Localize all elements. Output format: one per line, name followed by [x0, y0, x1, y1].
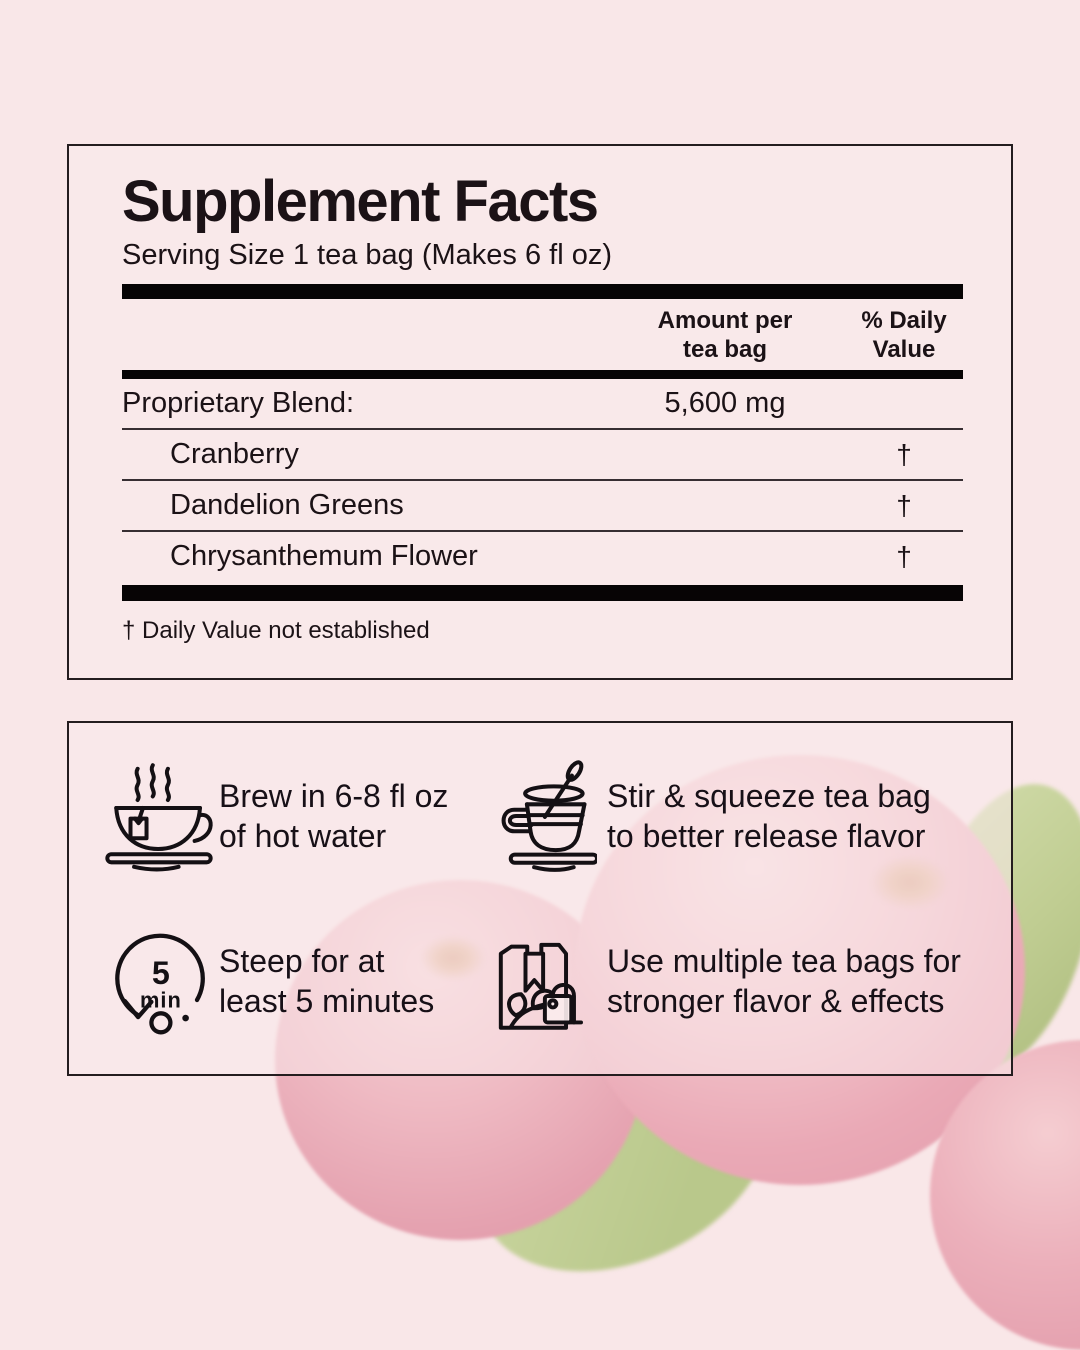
amount-header-line1: Amount per	[657, 306, 793, 334]
dv-header-line2: Value	[872, 335, 936, 363]
daily-value-footnote: † Daily Value not established	[122, 617, 430, 645]
steaming-teacup-icon	[102, 757, 216, 875]
table-row-chrysanthemum-flower: Chrysanthemum Flower †	[122, 532, 963, 581]
instruction-text: Brew in 6-8 fl oz of hot water	[219, 776, 448, 856]
teacup-spoon-icon	[489, 757, 599, 875]
instruction-multiple-bags: Use multiple tea bags for stronger flavo…	[489, 900, 999, 1063]
thick-divider-bar	[122, 370, 963, 380]
instruction-stir: Stir & squeeze tea bag to better release…	[489, 734, 999, 897]
ingredient-name: Proprietary Blend:	[122, 387, 355, 420]
dagger-mark: †	[896, 540, 912, 572]
instruction-line2: of hot water	[219, 817, 387, 854]
instruction-text: Use multiple tea bags for stronger flavo…	[607, 941, 961, 1021]
ingredient-name: Chrysanthemum Flower	[170, 540, 478, 573]
amount-per-header: Amount per tea bag	[605, 307, 845, 365]
instruction-line2: least 5 minutes	[219, 983, 435, 1020]
instruction-text: Stir & squeeze tea bag to better release…	[607, 776, 931, 856]
dagger-mark: †	[896, 438, 912, 470]
brewing-instructions-panel: Brew in 6-8 fl oz of hot water Stir & sq…	[67, 721, 1013, 1076]
table-row-proprietary-blend: Proprietary Blend: 5,600 mg	[122, 379, 963, 431]
ingredient-name: Dandelion Greens	[170, 489, 404, 522]
ingredient-amount: 5,600 mg	[664, 387, 786, 420]
instruction-steep: 5 min Steep for at least 5 minutes	[102, 900, 489, 1063]
timer-unit-label: min	[140, 988, 182, 1013]
dv-header-line1: % Daily	[861, 306, 947, 334]
daily-value-header: % Daily Value	[845, 307, 963, 365]
instruction-line1: Use multiple tea bags for	[607, 943, 961, 980]
table-row-dandelion-greens: Dandelion Greens †	[122, 481, 963, 533]
five-minute-timer-icon: 5 min	[102, 922, 216, 1040]
panel-title: Supplement Facts	[122, 169, 599, 234]
supplement-facts-panel: Supplement Facts Serving Size 1 tea bag …	[67, 144, 1013, 680]
thick-divider-bar	[122, 585, 963, 602]
instruction-line1: Stir & squeeze tea bag	[607, 777, 931, 814]
instruction-brew: Brew in 6-8 fl oz of hot water	[102, 734, 489, 897]
thick-divider-bar	[122, 283, 963, 299]
table-row-cranberry: Cranberry †	[122, 430, 963, 482]
ingredient-name: Cranberry	[170, 438, 299, 471]
timer-number-label: 5	[152, 955, 170, 991]
instruction-line1: Steep for at	[219, 943, 385, 980]
amount-header-line2: tea bag	[682, 335, 768, 363]
table-header-row: Amount per tea bag % Daily Value	[122, 299, 963, 371]
instruction-text: Steep for at least 5 minutes	[219, 941, 434, 1021]
serving-size-text: Serving Size 1 tea bag (Makes 6 fl oz)	[122, 238, 613, 271]
instruction-line1: Brew in 6-8 fl oz	[219, 777, 449, 814]
instruction-line2: stronger flavor & effects	[607, 983, 945, 1020]
tea-bag-package-icon	[489, 922, 599, 1040]
instruction-line2: to better release flavor	[607, 817, 926, 854]
dagger-mark: †	[896, 489, 912, 521]
